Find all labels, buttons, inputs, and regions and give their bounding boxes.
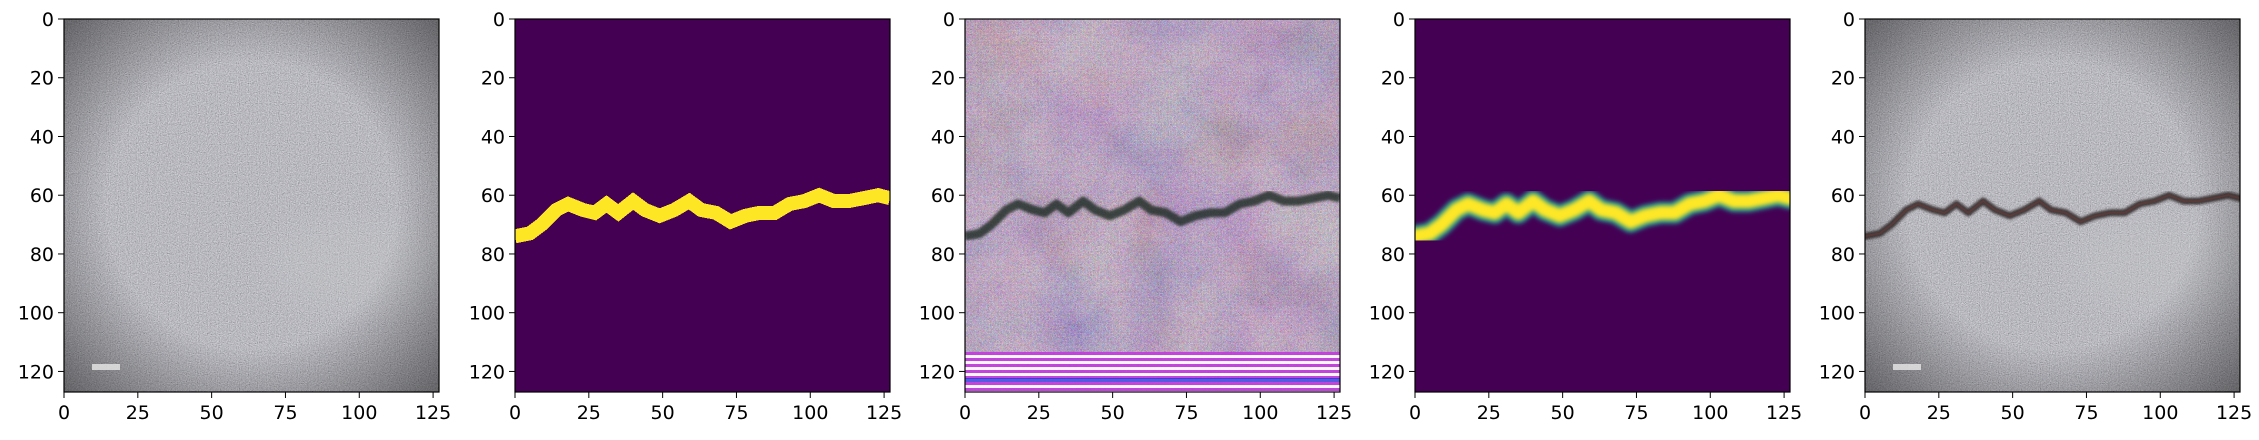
x-tick-label: 50	[200, 402, 224, 424]
y-tick-label: 120	[469, 361, 505, 383]
x-tick-label: 50	[1101, 402, 1125, 424]
y-tick-label: 20	[481, 68, 505, 90]
x-tick-label: 50	[2001, 402, 2025, 424]
y-tick-label: 100	[1819, 303, 1855, 325]
axes-frame	[1414, 18, 1791, 393]
y-tick-label: 80	[30, 244, 54, 266]
panel-generated-crack-image: 0 25 50 75 100 125 0 20 40 60 80 100 120	[919, 9, 1352, 424]
x-tick-label: 50	[651, 402, 675, 424]
y-tick-label: 20	[30, 68, 54, 90]
y-tick-label: 60	[1831, 185, 1855, 207]
scale-marker	[92, 364, 120, 370]
soft-mask-line	[1415, 188, 1790, 244]
x-tick-label: 100	[2142, 402, 2178, 424]
y-tick-label: 40	[931, 126, 955, 148]
axes-frame	[1864, 18, 2241, 393]
x-tick-label: 25	[1027, 402, 1051, 424]
x-tick-label: 50	[1551, 402, 1575, 424]
y-tick-label: 80	[481, 244, 505, 266]
x-tick-label: 75	[2074, 402, 2098, 424]
y-tick-label: 40	[481, 126, 505, 148]
x-tick-label: 125	[415, 402, 451, 424]
x-tick-label: 100	[792, 402, 828, 424]
x-tick-label: 75	[724, 402, 748, 424]
y-tick-label: 120	[18, 361, 54, 383]
crack-mask-line	[515, 187, 890, 244]
generated-crack-image-image	[965, 19, 1340, 392]
y-tick-label: 100	[1369, 303, 1405, 325]
x-tick-label: 0	[959, 402, 971, 424]
x-tick-label: 0	[58, 402, 70, 424]
y-tick-label: 0	[1843, 9, 1855, 31]
axes-frame	[63, 18, 440, 393]
y-tick-label: 40	[30, 126, 54, 148]
x-tick-label: 0	[1409, 402, 1421, 424]
x-tick-label: 25	[577, 402, 601, 424]
x-tick-label: 0	[509, 402, 521, 424]
y-tick-label: 20	[931, 68, 955, 90]
scale-marker	[1893, 364, 1921, 370]
x-tick-label: 100	[341, 402, 377, 424]
x-tick-label: 75	[1624, 402, 1648, 424]
x-tick-label: 25	[1927, 402, 1951, 424]
x-tick-label: 25	[126, 402, 150, 424]
y-tick-label: 100	[18, 303, 54, 325]
y-tick-label: 0	[493, 9, 505, 31]
generated-crack-line	[965, 190, 1340, 241]
y-tick-label: 60	[481, 185, 505, 207]
panel-crack-mask: 0 25 50 75 100 125 0 20 40 60 80 100 120	[469, 9, 902, 424]
y-tick-label: 80	[931, 244, 955, 266]
synthesized-crack-photo-image	[1865, 19, 2240, 392]
x-tick-label: 125	[866, 402, 902, 424]
y-tick-label: 120	[1819, 361, 1855, 383]
x-tick-label: 125	[1316, 402, 1352, 424]
y-tick-label: 20	[1831, 68, 1855, 90]
y-tick-label: 60	[1381, 185, 1405, 207]
y-tick-label: 100	[469, 303, 505, 325]
y-tick-label: 120	[919, 361, 955, 383]
x-tick-label: 100	[1692, 402, 1728, 424]
crack-mask-image	[515, 19, 890, 392]
panel-concrete-photo: 0 25 50 75 100 125 0 20 40 60 80 100 120	[18, 9, 451, 424]
x-tick-label: 0	[1859, 402, 1871, 424]
y-tick-label: 60	[30, 185, 54, 207]
panel-soft-crack-mask: 0 25 50 75 100 125 0 20 40 60 80 100 120	[1369, 9, 1802, 424]
y-tick-label: 0	[1393, 9, 1405, 31]
soft-crack-mask-image	[1415, 19, 1790, 392]
y-tick-label: 60	[931, 185, 955, 207]
x-tick-label: 75	[273, 402, 297, 424]
artifact-band	[965, 352, 1340, 392]
y-tick-label: 20	[1381, 68, 1405, 90]
x-tick-label: 125	[2216, 402, 2252, 424]
y-tick-label: 40	[1381, 126, 1405, 148]
y-tick-label: 100	[919, 303, 955, 325]
crack-highlight	[1865, 194, 2240, 238]
y-tick-label: 120	[1369, 361, 1405, 383]
x-tick-label: 75	[1174, 402, 1198, 424]
panel-synthesized-crack-photo: 0 25 50 75 100 125 0 20 40 60 80 100 120	[1819, 9, 2252, 424]
x-tick-label: 125	[1766, 402, 1802, 424]
concrete-photo-image	[64, 19, 439, 392]
x-tick-label: 100	[1242, 402, 1278, 424]
y-tick-label: 0	[943, 9, 955, 31]
y-tick-label: 80	[1381, 244, 1405, 266]
axes-frame	[514, 18, 891, 393]
y-tick-label: 0	[42, 9, 54, 31]
x-tick-label: 25	[1477, 402, 1501, 424]
axes-frame	[964, 18, 1341, 393]
y-tick-label: 40	[1831, 126, 1855, 148]
y-tick-label: 80	[1831, 244, 1855, 266]
